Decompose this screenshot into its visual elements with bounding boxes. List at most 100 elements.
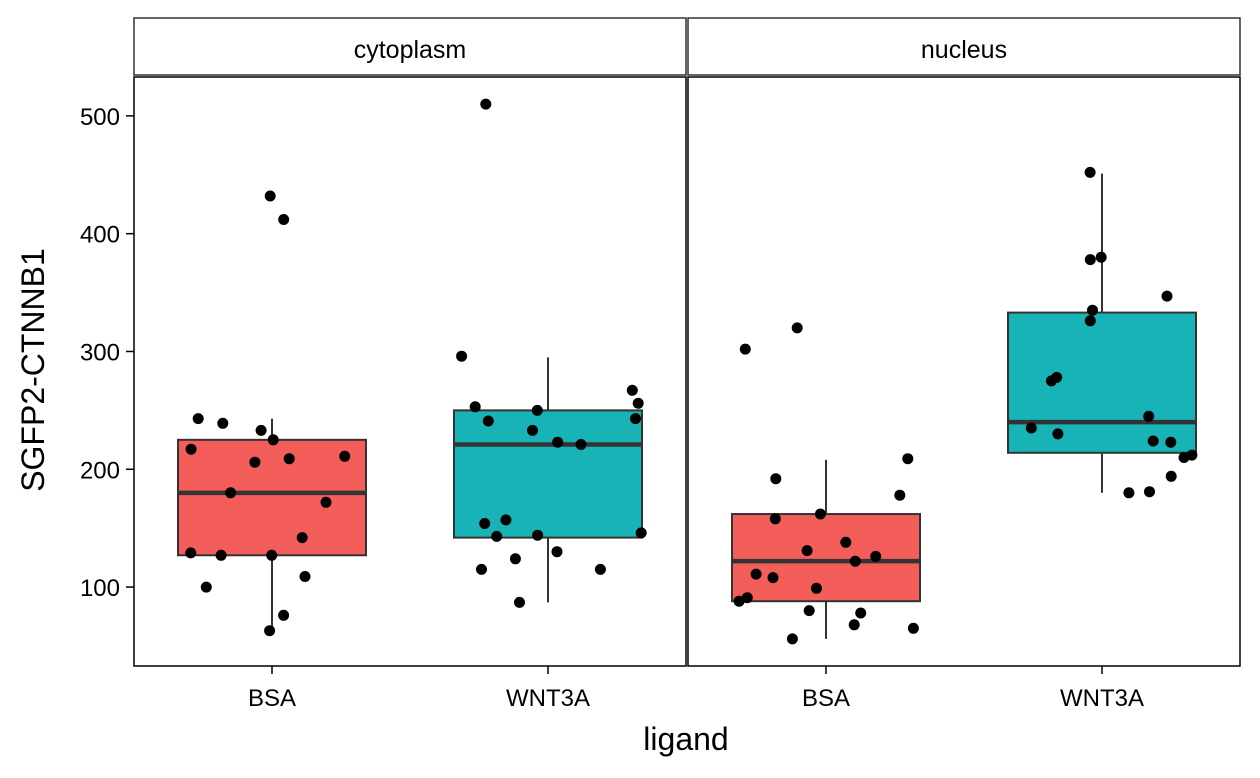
data-point: [870, 550, 882, 562]
facet-strip: [687, 17, 1241, 76]
data-point: [531, 404, 543, 416]
data-point: [632, 397, 644, 409]
x-tick-label: WNT3A: [1060, 685, 1144, 712]
data-point: [855, 607, 867, 619]
facet-label: nucleus: [921, 36, 1007, 64]
data-point: [225, 487, 237, 499]
data-point: [456, 350, 468, 362]
x-tick-label: WNT3A: [506, 685, 590, 712]
y-tick-label: 100: [80, 575, 120, 602]
data-point: [1025, 422, 1037, 434]
data-point: [532, 529, 544, 541]
data-point: [1123, 487, 1135, 499]
data-point: [278, 214, 290, 225]
data-point: [1084, 166, 1096, 178]
y-tick-label: 300: [80, 339, 120, 366]
x-axis-title: ligand: [643, 721, 728, 757]
data-point: [469, 401, 481, 413]
y-axis: 100 200 300 400 500: [80, 104, 134, 602]
data-point: [1084, 315, 1096, 327]
data-point: [249, 456, 261, 468]
data-point: [1095, 251, 1107, 263]
facet-label: cytoplasm: [354, 36, 467, 64]
data-point: [626, 384, 638, 396]
data-point: [278, 609, 290, 621]
data-point: [907, 622, 919, 634]
box: [731, 513, 921, 603]
data-point: [479, 518, 491, 529]
data-point: [770, 473, 782, 485]
facet-strip: [133, 17, 687, 76]
data-point: [552, 436, 564, 448]
data-point: [480, 98, 492, 110]
data-point: [266, 549, 278, 561]
y-tick-label: 500: [80, 104, 120, 131]
data-point: [264, 190, 276, 202]
data-point: [255, 424, 267, 436]
data-point: [339, 450, 351, 462]
data-point: [296, 532, 308, 544]
data-point: [739, 343, 751, 355]
data-point: [215, 549, 227, 561]
data-point: [786, 633, 798, 645]
data-point: [840, 536, 852, 548]
data-point: [476, 563, 487, 575]
x-tick-label: BSA: [802, 685, 850, 712]
data-point: [791, 322, 803, 334]
data-point: [575, 439, 587, 450]
box: [453, 409, 643, 539]
y-tick-label: 200: [80, 457, 120, 484]
data-point: [1161, 290, 1173, 302]
data-point: [482, 415, 494, 427]
data-point: [894, 489, 906, 501]
data-point: [491, 530, 503, 542]
y-tick-label: 400: [80, 222, 120, 249]
data-point: [594, 563, 606, 575]
group-WNT3A: WNT3A: [1007, 166, 1198, 712]
data-point: [801, 545, 813, 557]
data-point: [848, 619, 860, 631]
data-point: [509, 553, 521, 565]
data-point: [1087, 304, 1098, 316]
panel-frame: [133, 76, 687, 667]
data-point: [902, 453, 914, 465]
data-point: [500, 514, 512, 526]
data-point: [527, 424, 538, 436]
box: [1007, 311, 1197, 454]
data-point: [200, 581, 212, 593]
data-point: [1165, 436, 1177, 448]
data-point: [1178, 452, 1190, 463]
x-tick-label: BSA: [248, 685, 296, 712]
data-point: [320, 496, 332, 508]
data-point: [741, 592, 753, 604]
data-point: [514, 596, 525, 608]
data-point: [1143, 410, 1155, 422]
data-point: [1052, 428, 1064, 440]
data-point: [299, 571, 311, 582]
data-point: [1045, 375, 1057, 387]
data-point: [185, 443, 197, 455]
data-point: [192, 413, 204, 425]
data-point: [185, 547, 197, 559]
data-point: [849, 555, 861, 567]
data-point: [1144, 486, 1155, 498]
data-point: [767, 572, 779, 584]
group-BSA: BSA: [177, 190, 367, 712]
panel-nucleus: nucleus BSA WNT3A: [687, 17, 1241, 712]
data-point: [733, 595, 745, 607]
facet-panels: cytoplasm BSA WNT3A nucleus BSA WNT3A: [133, 17, 1241, 712]
data-point: [1084, 254, 1096, 266]
data-point: [769, 513, 781, 525]
data-point: [551, 546, 563, 558]
panel-cytoplasm: cytoplasm BSA WNT3A: [133, 17, 687, 712]
data-point: [1165, 470, 1177, 482]
data-point: [635, 527, 647, 539]
data-point: [814, 508, 826, 520]
data-point: [217, 417, 229, 429]
data-point: [283, 453, 295, 465]
data-point: [803, 605, 815, 617]
data-point: [750, 568, 762, 580]
data-point: [811, 582, 822, 594]
group-BSA: BSA: [731, 322, 921, 712]
